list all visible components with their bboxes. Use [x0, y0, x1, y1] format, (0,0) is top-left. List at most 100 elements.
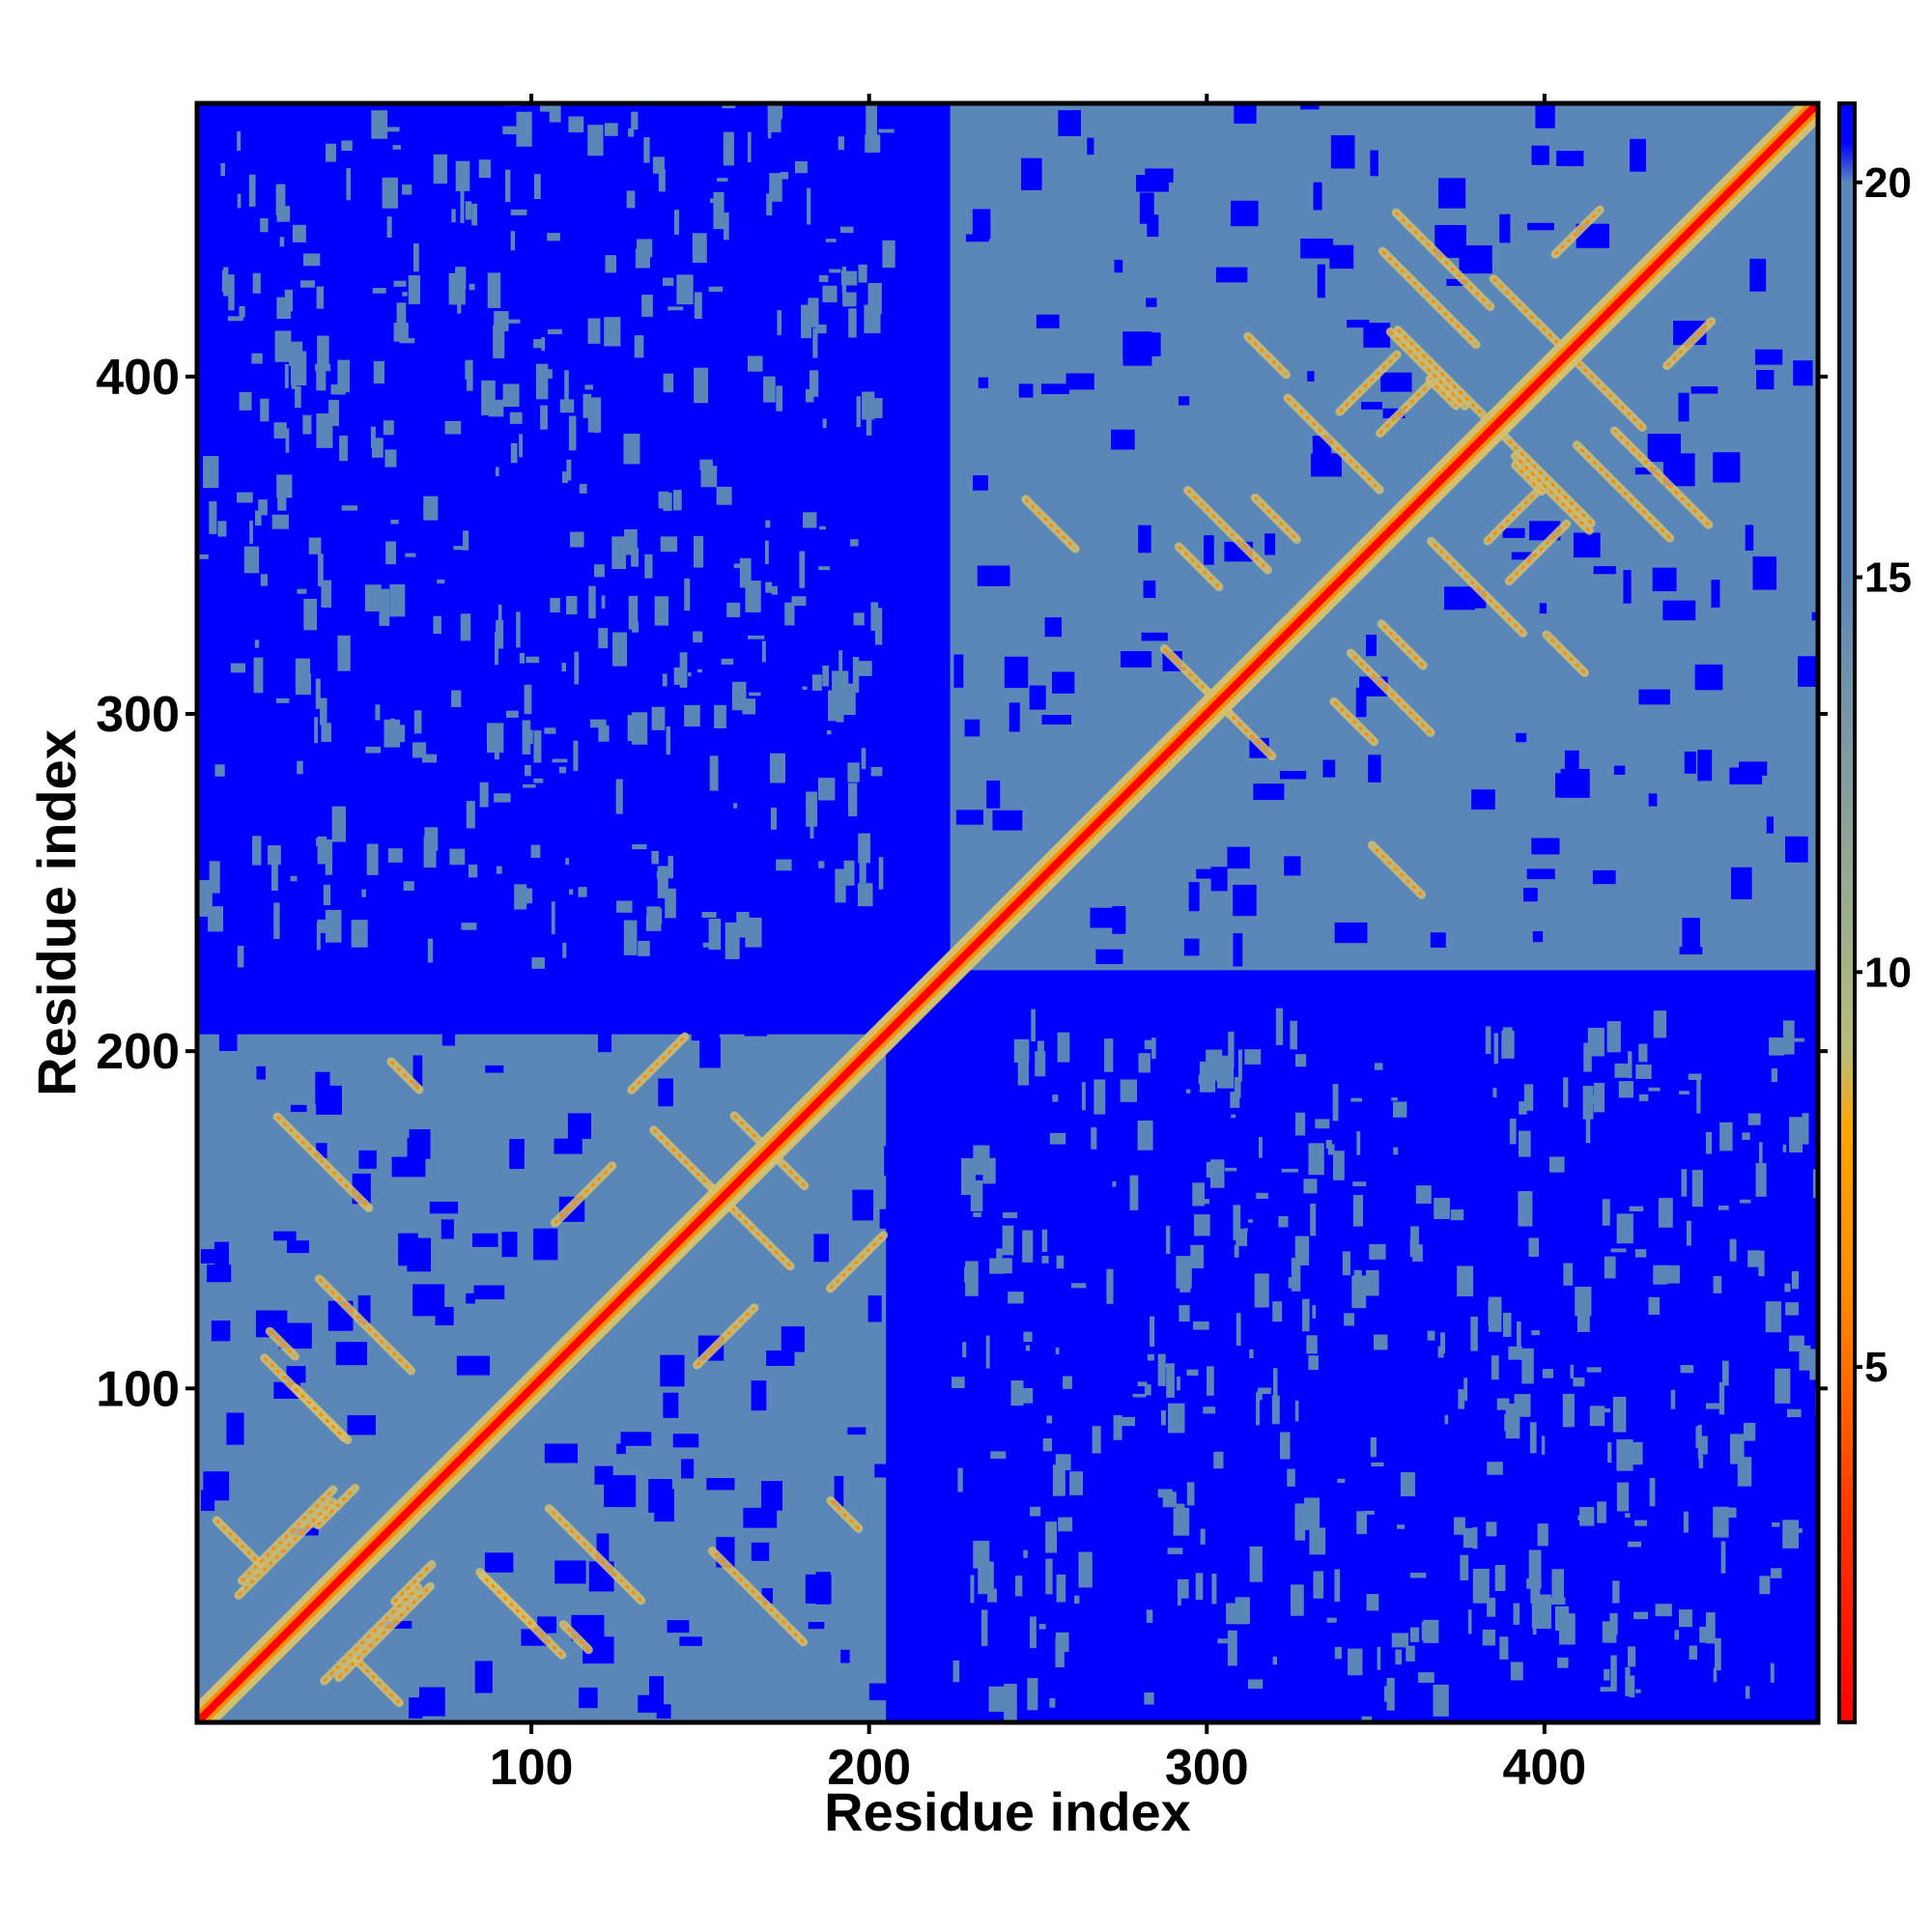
- mid-speckle: [1519, 1101, 1527, 1115]
- mid-speckle: [626, 190, 636, 209]
- mid-speckle: [325, 143, 337, 162]
- mid-speckle: [980, 1609, 988, 1646]
- mid-speckle: [822, 418, 827, 429]
- mid-speckle: [1258, 1387, 1271, 1395]
- mid-speckle: [1632, 1441, 1643, 1465]
- mid-speckle: [1470, 1316, 1478, 1351]
- far-speckle: [474, 1661, 493, 1693]
- mid-speckle: [1342, 1251, 1350, 1276]
- far-speckle: [226, 1412, 244, 1445]
- mid-speckle: [1391, 1633, 1409, 1648]
- mid-speckle: [1281, 1168, 1298, 1173]
- contact-streak-core: [1665, 320, 1713, 367]
- mid-speckle: [769, 753, 785, 783]
- far-speckle: [358, 1150, 377, 1169]
- mid-speckle: [422, 753, 438, 763]
- mid-speckle: [791, 596, 807, 607]
- mid-speckle: [1625, 1513, 1631, 1518]
- far-speckle: [1623, 570, 1632, 604]
- mid-speckle: [1695, 1426, 1702, 1449]
- mid-speckle: [1487, 1597, 1496, 1617]
- contact-streak-core: [1380, 622, 1425, 668]
- mid-speckle: [1529, 1422, 1537, 1454]
- mid-speckle: [1392, 1101, 1407, 1118]
- mid-speckle: [1616, 1439, 1634, 1471]
- mid-speckle: [533, 174, 541, 200]
- far-speckle: [620, 1432, 652, 1446]
- far-speckle: [1138, 525, 1151, 554]
- mid-speckle: [1705, 1403, 1722, 1409]
- contact-streak-core: [1024, 497, 1077, 551]
- mid-speckle: [716, 486, 732, 505]
- mid-speckle: [1509, 1118, 1517, 1145]
- mid-speckle: [237, 130, 242, 152]
- far-speckle: [868, 1683, 888, 1701]
- mid-speckle: [1406, 1645, 1415, 1662]
- contact-streak-core: [778, 1159, 806, 1187]
- mid-speckle: [1303, 1179, 1318, 1194]
- far-speckle: [1471, 789, 1495, 810]
- mid-speckle: [214, 764, 225, 777]
- mid-speckle: [547, 233, 560, 242]
- far-speckle: [1004, 656, 1029, 689]
- mid-speckle: [383, 420, 394, 436]
- mid-speckle: [1055, 1347, 1060, 1355]
- far-speckle: [1361, 401, 1383, 410]
- mid-speckle: [1557, 1657, 1569, 1668]
- mid-speckle: [1377, 1646, 1381, 1670]
- mid-speckle: [724, 922, 740, 959]
- mid-speckle: [1369, 1243, 1386, 1260]
- mid-speckle: [1247, 1679, 1264, 1690]
- mid-speckle: [479, 781, 489, 808]
- mid-speckle: [529, 729, 533, 745]
- contact-streak-core: [1246, 335, 1288, 376]
- far-speckle: [1065, 373, 1094, 390]
- mid-speckle: [1491, 1355, 1499, 1380]
- mid-speckle: [1157, 1489, 1173, 1498]
- mid-speckle: [297, 760, 303, 775]
- mid-speckle: [230, 663, 246, 673]
- mid-speckle: [723, 212, 729, 241]
- contact-streak: [550, 1161, 617, 1228]
- mid-speckle: [632, 621, 639, 633]
- contact-streak-core: [1350, 652, 1433, 734]
- mid-speckle: [1508, 1346, 1522, 1360]
- far-speckle: [1284, 856, 1301, 876]
- mid-speckle: [337, 359, 351, 392]
- mid-speckle: [764, 540, 769, 565]
- mid-speckle: [1610, 1248, 1627, 1253]
- mid-speckle: [1231, 1114, 1236, 1119]
- mid-speckle: [962, 1342, 967, 1358]
- mid-speckle: [1575, 1287, 1592, 1317]
- far-speckle: [1347, 320, 1370, 328]
- mid-speckle: [308, 537, 322, 554]
- mid-speckle: [1207, 1366, 1214, 1396]
- mid-speckle: [486, 723, 504, 753]
- mid-speckle: [1055, 1454, 1071, 1470]
- far-speckle: [1662, 600, 1696, 621]
- mid-speckle: [1157, 1364, 1174, 1368]
- top-axis-ticks: [529, 94, 1547, 103]
- mid-speckle: [584, 384, 594, 390]
- mid-speckle: [1541, 1435, 1546, 1455]
- mid-speckle: [1236, 1313, 1241, 1347]
- far-speckle: [1009, 702, 1020, 732]
- far-speckle: [977, 565, 1010, 586]
- mid-speckle: [1612, 1396, 1627, 1433]
- mid-speckle: [631, 548, 639, 567]
- colorbar-fill: [1839, 103, 1855, 1722]
- mid-speckle: [1017, 1051, 1030, 1086]
- far-speckle: [840, 1649, 850, 1663]
- mid-speckle: [1396, 1524, 1406, 1529]
- far-speckle: [1531, 145, 1549, 165]
- mid-speckle: [550, 598, 560, 612]
- mid-speckle: [237, 946, 244, 968]
- mid-speckle: [1070, 1283, 1087, 1289]
- mid-speckle: [767, 103, 781, 132]
- mid-speckle: [722, 103, 736, 109]
- mid-speckle: [291, 355, 297, 389]
- mid-speckle: [1091, 1127, 1097, 1150]
- mid-speckle: [1192, 1321, 1209, 1330]
- far-speckle: [1253, 783, 1285, 801]
